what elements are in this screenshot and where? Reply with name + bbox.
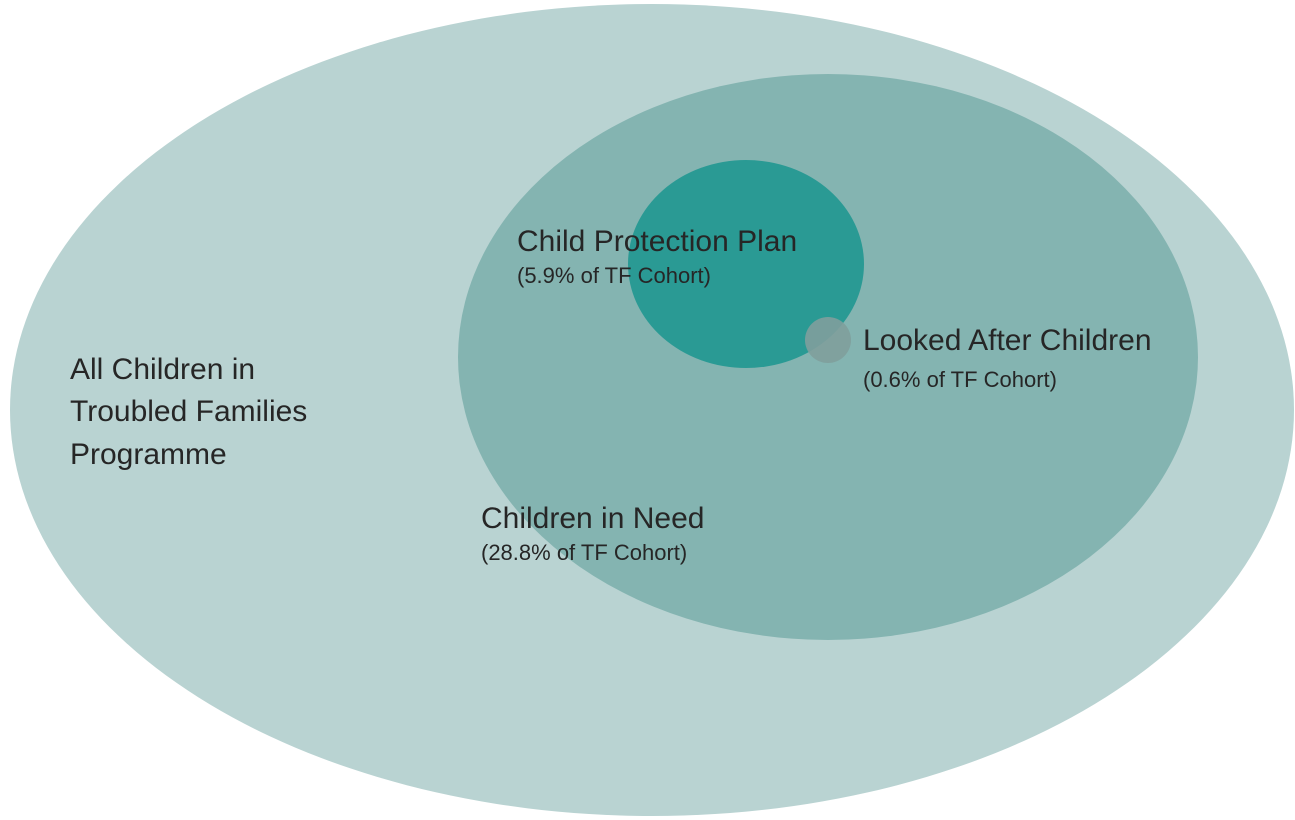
- lac-label: Looked After Children: [863, 324, 1152, 357]
- cpp-label: Child Protection Plan: [517, 225, 797, 258]
- lac-sublabel: (0.6% of TF Cohort): [863, 367, 1057, 392]
- cpp-sublabel: (5.9% of TF Cohort): [517, 263, 711, 288]
- looked-after-set: [805, 317, 851, 363]
- child-protection-set: [628, 160, 864, 368]
- cin-sublabel: (28.8% of TF Cohort): [481, 540, 687, 565]
- outer-label: All Children in: [70, 353, 255, 386]
- outer-label: Troubled Families: [70, 395, 307, 428]
- outer-label: Programme: [70, 438, 227, 471]
- cin-label: Children in Need: [481, 502, 704, 535]
